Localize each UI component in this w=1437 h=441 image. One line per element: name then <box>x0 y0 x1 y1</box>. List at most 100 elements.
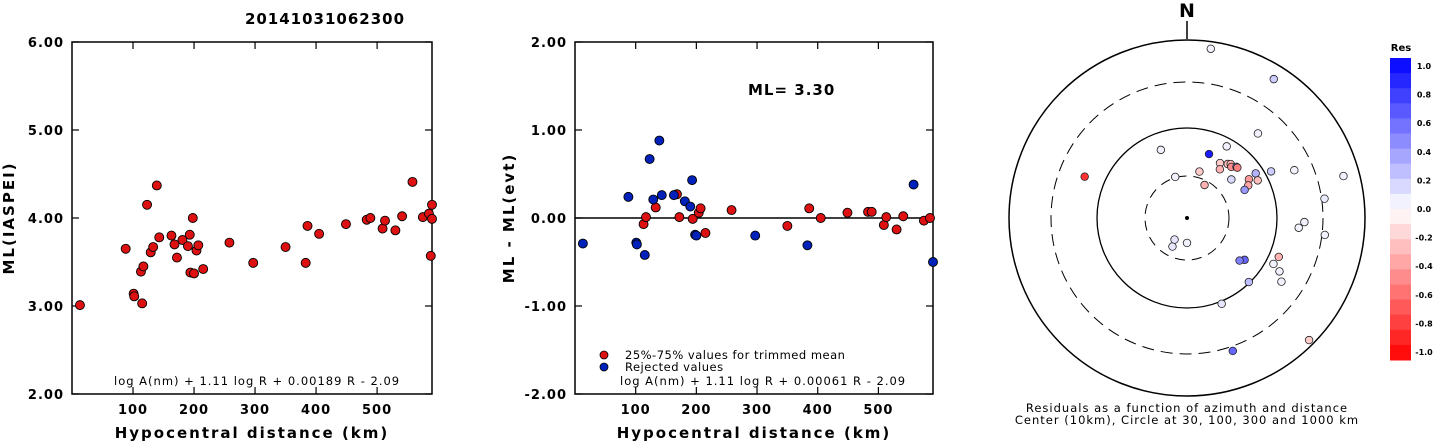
polar-residual-point <box>1204 149 1214 159</box>
residual-point-blue <box>908 179 919 190</box>
ml-iaspei-xtick-label: 500 <box>362 403 392 418</box>
legend-marker-rejected <box>599 362 609 372</box>
polar-residual-point <box>1244 277 1254 287</box>
polar-residual-point <box>1277 277 1286 286</box>
ml-residual-xtick-label: 100 <box>621 403 651 418</box>
colorbar-cell <box>1390 329 1411 346</box>
colorbar-cell <box>1390 209 1411 225</box>
colorbar-cell <box>1390 239 1411 255</box>
residual-point-blue <box>668 190 679 201</box>
polar-residual-point <box>1171 172 1180 182</box>
polar-residual-point <box>1235 256 1244 265</box>
polar-residual-point <box>1156 145 1166 155</box>
ml-residual-panel: 100 200 300 400 500 -2.00 -1.00 0.00 1.00 2.00 ML… <box>500 36 938 441</box>
ring-1000km <box>1008 39 1366 397</box>
polar-residual-point <box>1240 185 1249 195</box>
polar-residual-point <box>1269 74 1278 84</box>
ml-iaspei-point <box>248 257 259 268</box>
residual-point-blue <box>928 257 938 267</box>
residual-point-red <box>925 213 935 223</box>
ml-iaspei-ytick-label: 3.00 <box>28 300 64 315</box>
ml-iaspei-ytick-label: 5.00 <box>28 124 64 139</box>
colorbar-tick-label: -0.2 <box>1415 234 1433 243</box>
colorbar-cell <box>1390 344 1411 361</box>
residual-point-blue <box>631 239 642 250</box>
polar-residual-point <box>1320 230 1330 240</box>
polar-residual-point <box>1217 299 1226 309</box>
colorbar-tick-label: -0.4 <box>1415 262 1433 271</box>
ml-iaspei-point <box>120 243 131 254</box>
ml-residual-ytick-label: -1.00 <box>525 300 567 315</box>
polar-residual-point <box>1222 142 1231 151</box>
polar-residual-point <box>1168 242 1177 251</box>
residual-point-blue <box>691 230 702 241</box>
figure-title: 20141031062300 <box>245 10 405 28</box>
ml-iaspei-plot-frame <box>71 41 433 395</box>
colorbar-cell <box>1390 299 1411 316</box>
ml-iaspei-point <box>397 211 408 222</box>
ml-residual-formula: log A(nm) + 1.11 log R + 0.00061 R - 2.0… <box>620 374 906 388</box>
polar-residual-point <box>1195 167 1204 176</box>
polar-residual-point <box>1170 235 1179 244</box>
ml-residual-xlabel: Hypocentral distance (km) <box>617 424 892 441</box>
residual-point-red <box>641 212 651 223</box>
polar-residual-point <box>1080 172 1089 181</box>
residual-point-blue <box>648 194 659 205</box>
ml-iaspei-point <box>365 213 376 223</box>
colorbar-tick-label: 0.0 <box>1417 205 1432 214</box>
ml-iaspei-xlabel: Hypocentral distance (km) <box>115 424 390 441</box>
ml-iaspei-point <box>171 252 182 263</box>
polar-residual-point <box>1253 176 1262 185</box>
polar-residual-point <box>1253 129 1263 138</box>
colorbar-tick-label: 0.8 <box>1417 91 1432 100</box>
polar-residual-point <box>1339 171 1348 181</box>
ml-iaspei-point <box>407 176 418 187</box>
residual-point-blue <box>577 238 588 249</box>
ml-iaspei-ytick-label: 4.00 <box>28 212 64 227</box>
ml-iaspei-point <box>341 219 351 230</box>
ml-iaspei-point <box>427 199 437 210</box>
ml-residual-ytick-label: 0.00 <box>531 212 567 227</box>
colorbar-tick-label: -0.6 <box>1415 291 1433 300</box>
polar-residual-point <box>1290 166 1299 175</box>
ml-iaspei-ytick-label: 2.00 <box>28 388 64 403</box>
residual-point-red <box>695 203 706 214</box>
colorbar-cell <box>1390 224 1411 240</box>
polar-residual-point <box>1251 169 1260 178</box>
ml-iaspei-point <box>300 257 311 268</box>
ml-iaspei-point <box>142 199 153 210</box>
polar-residual-point <box>1269 259 1278 269</box>
ml-iaspei-xtick-label: 300 <box>240 403 270 418</box>
legend-marker-trimmed <box>599 350 609 360</box>
ml-iaspei-point <box>137 298 148 309</box>
ml-iaspei-point <box>427 213 437 224</box>
north-label: N <box>1179 0 1195 22</box>
colorbar-cell <box>1390 254 1411 270</box>
residual-point-blue <box>623 191 634 202</box>
ml-iaspei-point <box>193 240 204 251</box>
legend-label-trimmed: 25%-75% values for trimmed mean <box>625 348 845 362</box>
polar-residual-point <box>1300 217 1309 227</box>
ml-iaspei-point <box>166 230 177 241</box>
epicenter-dot <box>1185 216 1189 220</box>
colorbar-cell <box>1390 193 1411 210</box>
ml-iaspei-xtick-label: 100 <box>118 403 148 418</box>
residual-point-blue <box>802 240 813 251</box>
residual-point-red <box>891 224 902 235</box>
ml-iaspei-point <box>187 213 198 223</box>
polar-residual-point <box>1266 167 1276 176</box>
ml-iaspei-point <box>184 229 195 240</box>
colorbar-tick-label: -1.0 <box>1415 348 1433 357</box>
colorbar-cell <box>1390 118 1411 134</box>
residual-point-red <box>700 228 711 238</box>
ml-iaspei-point <box>189 268 199 279</box>
residual-point-red <box>842 207 853 218</box>
polar-residual-point <box>1227 175 1236 184</box>
polar-residual-point <box>1206 44 1215 53</box>
colorbar-cell <box>1390 88 1411 104</box>
ring-100km <box>1096 127 1278 309</box>
ml-residual-ytick-label: 2.00 <box>531 36 567 51</box>
ml-iaspei-point <box>138 261 149 272</box>
residual-point-blue <box>654 135 665 146</box>
